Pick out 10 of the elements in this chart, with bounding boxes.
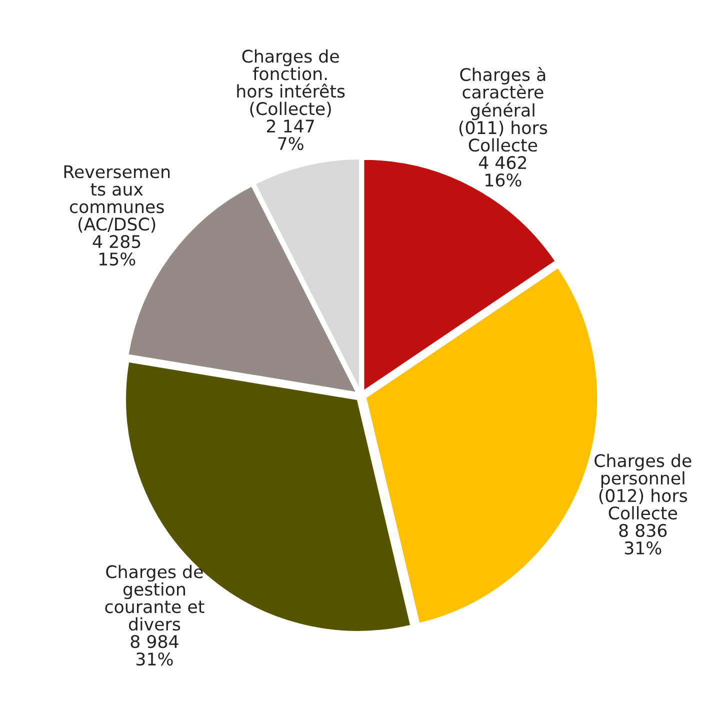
data-label: 4 285 15% xyxy=(92,235,140,266)
data-label: 2 147 7% xyxy=(266,120,314,150)
data-label: 8 836 31% xyxy=(619,524,667,555)
slice-label: Charges de fonction. hors intérêts (Collecte) xyxy=(237,49,345,118)
data-label: 8 984 31% xyxy=(130,635,178,666)
slice-label: Charges de gestion courante et divers xyxy=(105,564,204,631)
slice-label: Charges de personnel (012) hors Collecte xyxy=(594,454,692,520)
data-label: 4 462 16% xyxy=(478,156,526,187)
slice-label: Charges à caractère général (011) hors Collecte xyxy=(459,66,548,152)
slice-label: Reversemen ts aux communes (AC/DSC) xyxy=(64,165,170,233)
